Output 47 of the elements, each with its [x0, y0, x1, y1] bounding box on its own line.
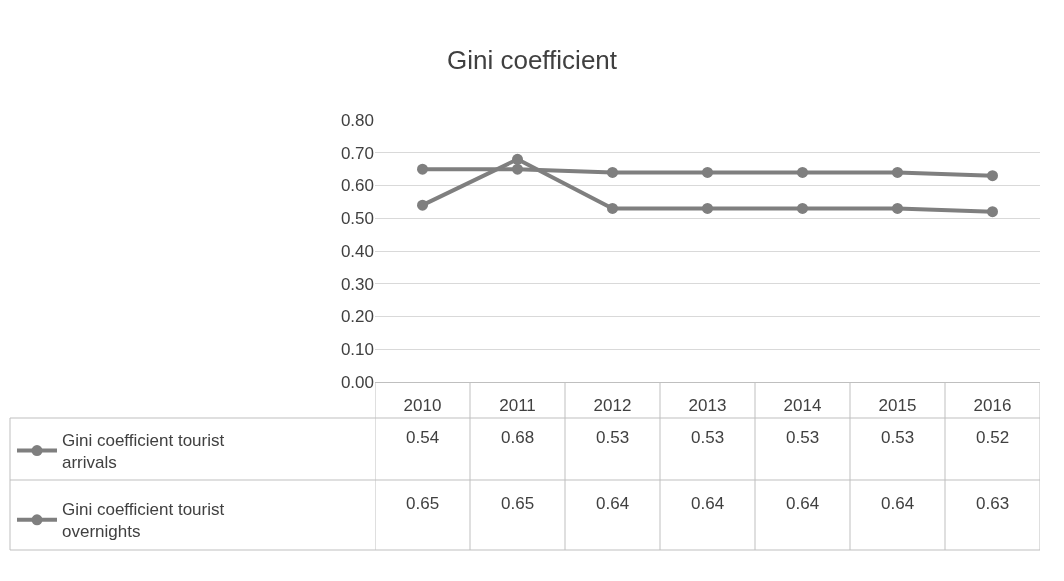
point	[607, 202, 618, 214]
data-label: 0.64	[596, 494, 630, 513]
data-label: 0.63	[976, 494, 1010, 513]
point	[892, 202, 903, 214]
point	[892, 166, 903, 178]
legend-label: Gini coefficient tourist arrivals	[62, 431, 225, 473]
data-label: 0.53	[596, 428, 630, 447]
data-label: 0.64	[881, 494, 915, 513]
data-label: 0.64	[786, 494, 820, 513]
legend-label: Gini coefficient tourist overnights	[62, 500, 225, 542]
y-tick-label: 0.10	[340, 340, 374, 360]
y-tick-label: 0.60	[340, 176, 374, 196]
x-tick-label: 2013	[688, 396, 727, 416]
y-tick-label: 0.00	[340, 372, 374, 392]
point	[417, 163, 428, 175]
data-label: 0.65	[406, 494, 440, 513]
y-tick-label: 0.70	[340, 143, 374, 163]
point	[702, 166, 713, 178]
data-label: 0.52	[976, 428, 1010, 447]
data-label: 0.64	[691, 494, 725, 513]
point	[987, 170, 998, 182]
x-tick-label: 2014	[783, 396, 822, 416]
data-label: 0.68	[501, 428, 535, 447]
chart-title: Gini coefficient	[446, 45, 618, 76]
data-label: 0.53	[691, 428, 725, 447]
data-label: 0.53	[881, 428, 915, 447]
point	[512, 163, 523, 175]
y-tick-label: 0.40	[340, 241, 374, 261]
x-tick-label: 2016	[973, 396, 1012, 416]
data-label: 0.65	[501, 494, 535, 513]
x-tick-label: 2015	[878, 396, 917, 416]
y-tick-label: 0.50	[340, 209, 374, 229]
x-tick-label: 2011	[499, 396, 536, 416]
point	[417, 199, 428, 211]
point	[512, 153, 523, 165]
point	[987, 206, 998, 218]
y-tick-label: 0.80	[340, 110, 374, 130]
point	[607, 166, 618, 178]
y-tick-label: 0.30	[340, 274, 374, 294]
data-label: 0.53	[786, 428, 820, 447]
x-tick-label: 2012	[593, 396, 632, 416]
point	[797, 166, 808, 178]
x-tick-label: 2010	[403, 396, 442, 416]
point	[797, 202, 808, 214]
data-label: 0.54	[406, 428, 440, 447]
point	[702, 202, 713, 214]
y-tick-label: 0.20	[340, 307, 374, 327]
